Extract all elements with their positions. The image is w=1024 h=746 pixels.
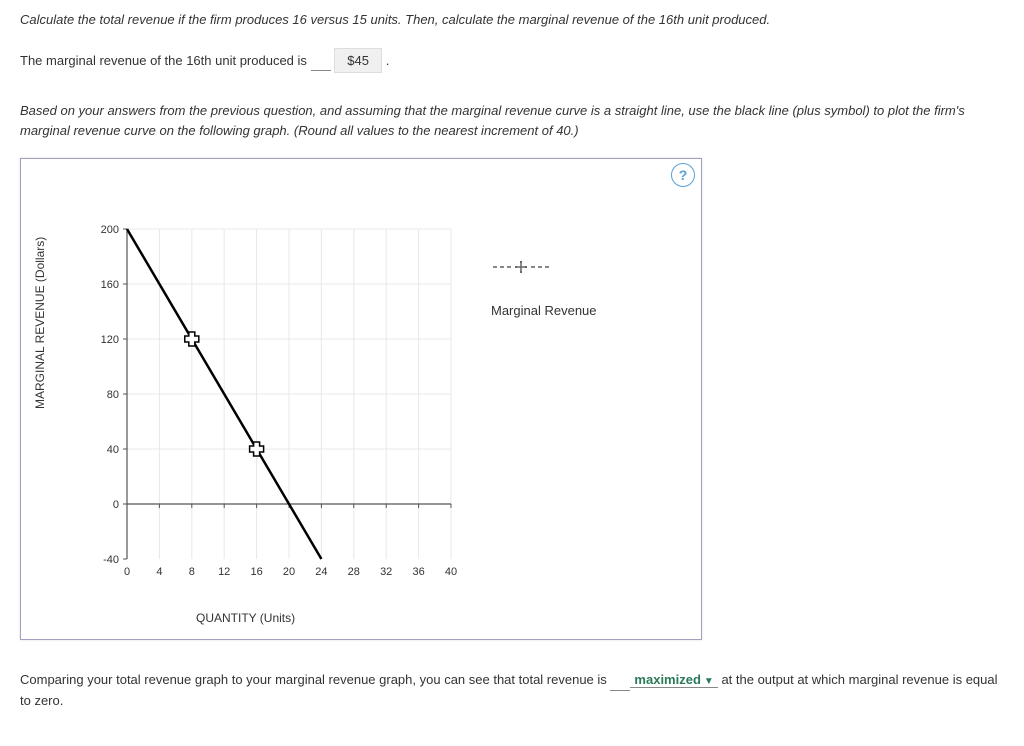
svg-text:40: 40: [445, 566, 457, 578]
svg-text:120: 120: [101, 334, 119, 346]
chart-panel: ? MARGINAL REVENUE (Dollars) QUANTITY (U…: [20, 158, 702, 640]
chevron-down-icon: ▼: [704, 676, 714, 687]
svg-text:32: 32: [380, 566, 392, 578]
svg-text:20: 20: [283, 566, 295, 578]
q3-pre: Comparing your total revenue graph to yo…: [20, 672, 607, 687]
svg-text:16: 16: [250, 566, 262, 578]
chart-svg[interactable]: -40 0 40 80 120 160 200 0 4 8 12 16 20 24 28 32 36 40: [91, 219, 461, 589]
svg-text:4: 4: [156, 566, 162, 578]
q1-answer-value[interactable]: $45: [334, 48, 382, 74]
svg-text:24: 24: [315, 566, 327, 578]
svg-text:28: 28: [348, 566, 360, 578]
legend-symbol: [491, 259, 551, 281]
svg-text:40: 40: [107, 444, 119, 456]
q2-instruction: Based on your answers from the previous …: [20, 101, 1004, 140]
q3-dropdown[interactable]: maximized▼: [630, 672, 717, 688]
legend[interactable]: Marginal Revenue: [491, 259, 597, 320]
q1-period: .: [386, 53, 390, 68]
q1-answer-row: The marginal revenue of the 16th unit pr…: [20, 48, 1004, 74]
svg-text:0: 0: [113, 499, 119, 511]
q3-sentence: Comparing your total revenue graph to yo…: [20, 670, 1004, 710]
svg-text:80: 80: [107, 389, 119, 401]
svg-text:8: 8: [189, 566, 195, 578]
svg-text:200: 200: [101, 224, 119, 236]
y-axis-label: MARGINAL REVENUE (Dollars): [31, 237, 49, 409]
svg-text:-40: -40: [103, 554, 119, 566]
help-icon[interactable]: ?: [671, 163, 695, 187]
svg-text:160: 160: [101, 279, 119, 291]
q1-sentence-pre: The marginal revenue of the 16th unit pr…: [20, 53, 307, 68]
svg-text:0: 0: [124, 566, 130, 578]
svg-text:12: 12: [218, 566, 230, 578]
q1-instruction: Calculate the total revenue if the firm …: [20, 10, 1004, 30]
legend-label: Marginal Revenue: [491, 301, 597, 321]
svg-text:36: 36: [412, 566, 424, 578]
x-axis-label: QUANTITY (Units): [196, 609, 295, 627]
